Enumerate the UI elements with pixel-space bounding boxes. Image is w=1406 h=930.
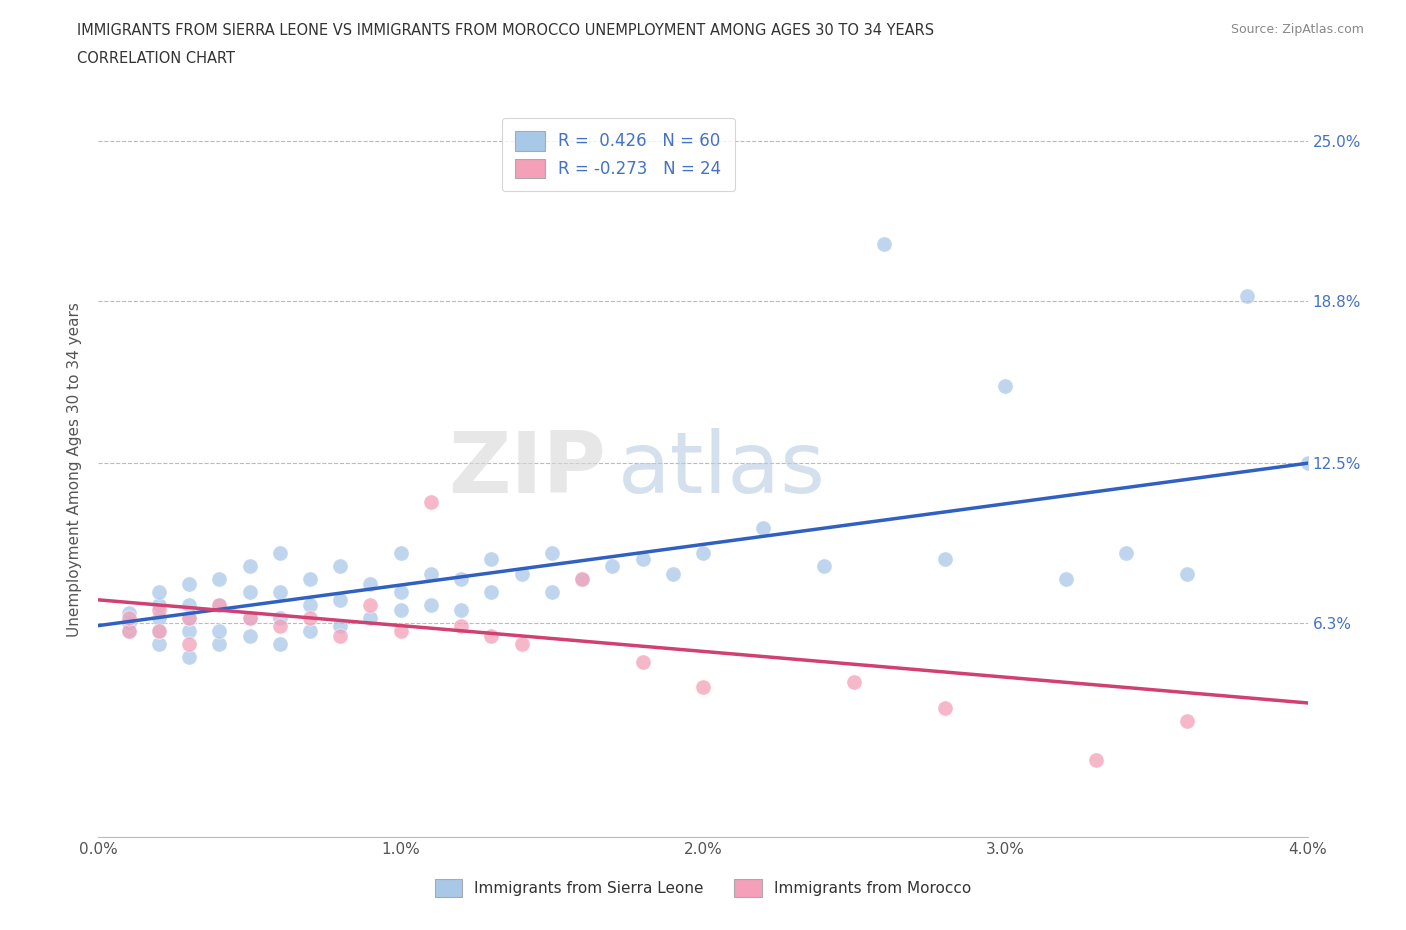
Point: [148, 598, 170, 613]
Point: [692, 680, 714, 695]
Point: [360, 598, 382, 613]
Point: [239, 559, 262, 574]
Point: [179, 623, 201, 638]
Point: [239, 629, 262, 644]
Point: [1296, 456, 1319, 471]
Point: [269, 636, 291, 651]
Point: [481, 629, 503, 644]
Point: [1236, 288, 1258, 303]
Point: [752, 520, 775, 535]
Point: [148, 585, 170, 600]
Point: [118, 623, 141, 638]
Point: [510, 636, 533, 651]
Point: [360, 610, 382, 625]
Point: [450, 572, 472, 587]
Point: [179, 610, 201, 625]
Point: [813, 559, 835, 574]
Point: [631, 655, 654, 670]
Point: [571, 572, 593, 587]
Point: [1054, 572, 1077, 587]
Point: [329, 618, 352, 633]
Point: [148, 623, 170, 638]
Point: [389, 603, 412, 618]
Y-axis label: Unemployment Among Ages 30 to 34 years: Unemployment Among Ages 30 to 34 years: [67, 302, 83, 637]
Point: [239, 610, 262, 625]
Point: [299, 623, 322, 638]
Point: [873, 236, 896, 251]
Point: [389, 546, 412, 561]
Point: [329, 629, 352, 644]
Point: [148, 603, 170, 618]
Point: [631, 551, 654, 566]
Point: [208, 636, 231, 651]
Point: [179, 636, 201, 651]
Point: [179, 649, 201, 664]
Point: [148, 636, 170, 651]
Point: [420, 495, 443, 510]
Point: [420, 598, 443, 613]
Point: [208, 598, 231, 613]
Point: [239, 585, 262, 600]
Point: [118, 616, 141, 631]
Point: [510, 566, 533, 581]
Point: [540, 585, 562, 600]
Point: [269, 618, 291, 633]
Point: [299, 610, 322, 625]
Point: [540, 546, 562, 561]
Point: [420, 566, 443, 581]
Point: [602, 559, 624, 574]
Point: [450, 603, 472, 618]
Text: Source: ZipAtlas.com: Source: ZipAtlas.com: [1230, 23, 1364, 36]
Point: [208, 572, 231, 587]
Text: atlas: atlas: [619, 428, 827, 512]
Point: [118, 623, 141, 638]
Point: [481, 551, 503, 566]
Point: [329, 592, 352, 607]
Point: [1085, 752, 1108, 767]
Point: [1175, 713, 1198, 728]
Point: [481, 585, 503, 600]
Point: [269, 546, 291, 561]
Point: [179, 610, 201, 625]
Point: [299, 572, 322, 587]
Point: [148, 623, 170, 638]
Text: CORRELATION CHART: CORRELATION CHART: [77, 51, 235, 66]
Point: [179, 577, 201, 591]
Point: [389, 585, 412, 600]
Point: [179, 598, 201, 613]
Point: [208, 598, 231, 613]
Point: [934, 551, 956, 566]
Point: [994, 379, 1017, 393]
Point: [844, 675, 866, 690]
Text: ZIP: ZIP: [449, 428, 606, 512]
Point: [239, 610, 262, 625]
Point: [360, 577, 382, 591]
Point: [661, 566, 683, 581]
Point: [389, 623, 412, 638]
Point: [1115, 546, 1137, 561]
Point: [934, 700, 956, 715]
Point: [118, 610, 141, 625]
Point: [1175, 566, 1198, 581]
Point: [692, 546, 714, 561]
Point: [269, 610, 291, 625]
Point: [208, 623, 231, 638]
Point: [118, 605, 141, 620]
Point: [299, 598, 322, 613]
Legend: Immigrants from Sierra Leone, Immigrants from Morocco: Immigrants from Sierra Leone, Immigrants…: [429, 873, 977, 903]
Text: IMMIGRANTS FROM SIERRA LEONE VS IMMIGRANTS FROM MOROCCO UNEMPLOYMENT AMONG AGES : IMMIGRANTS FROM SIERRA LEONE VS IMMIGRAN…: [77, 23, 935, 38]
Point: [329, 559, 352, 574]
Point: [148, 610, 170, 625]
Point: [571, 572, 593, 587]
Point: [269, 585, 291, 600]
Point: [450, 618, 472, 633]
